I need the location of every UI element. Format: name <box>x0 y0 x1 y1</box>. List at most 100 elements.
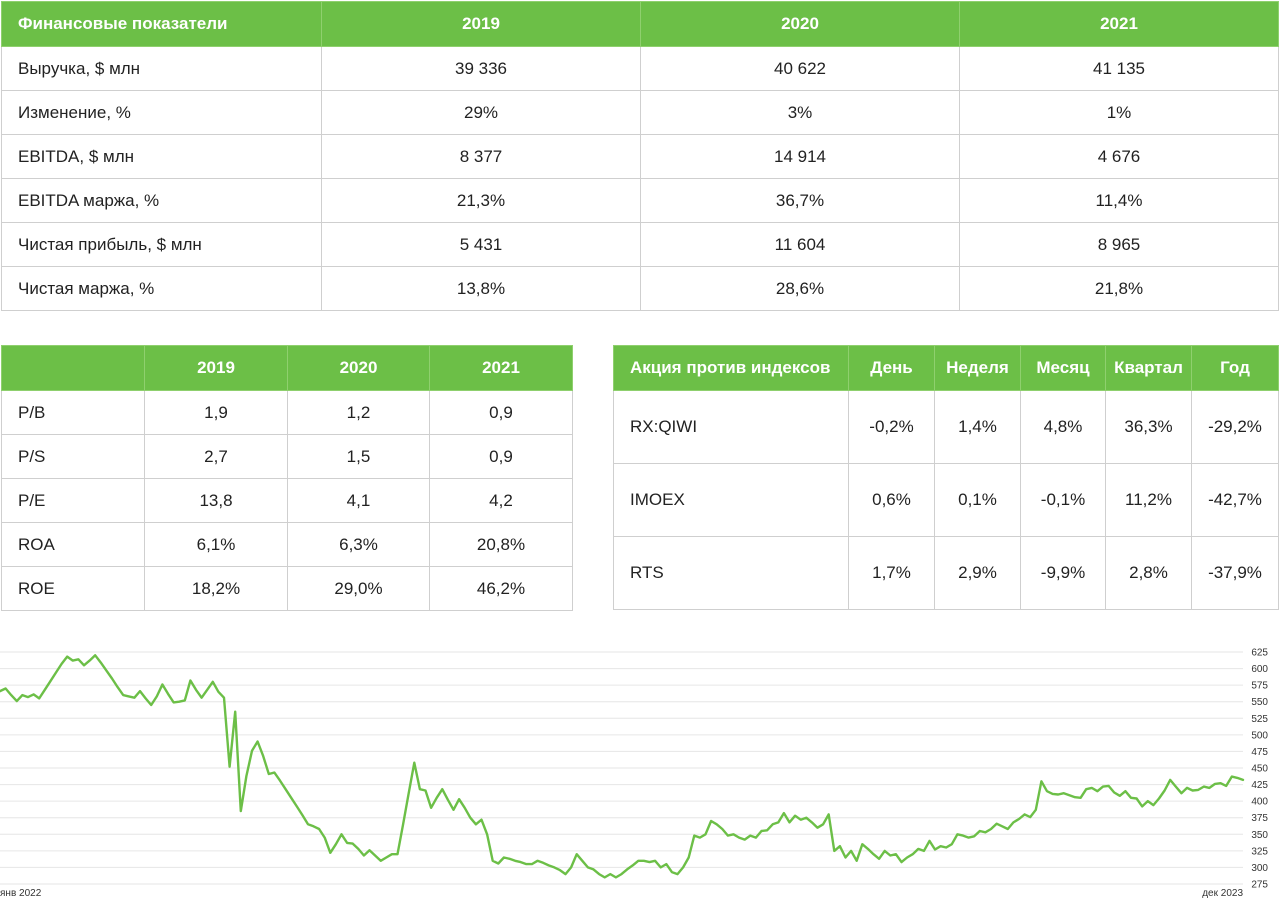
row-label: Изменение, % <box>1 90 322 135</box>
cell-value: -0,2% <box>848 390 935 464</box>
table-row: EBITDA, $ млн 8 377 14 914 4 676 <box>1 134 1279 179</box>
cell-value: 21,8% <box>959 266 1279 311</box>
y-tick-label: 475 <box>1251 747 1268 758</box>
multiples-table: 2019 2020 2021 P/B 1,9 1,2 0,9 P/S 2,7 1… <box>1 345 573 611</box>
financials-header-2019: 2019 <box>321 1 641 47</box>
row-label: IMOEX <box>613 463 849 537</box>
row-label: Чистая маржа, % <box>1 266 322 311</box>
cell-value: 6,3% <box>287 522 430 567</box>
cell-value: 8 377 <box>321 134 641 179</box>
y-tick-label: 425 <box>1251 780 1268 791</box>
cell-value: 3% <box>640 90 960 135</box>
cell-value: 0,1% <box>934 463 1021 537</box>
cell-value: 29,0% <box>287 566 430 611</box>
y-tick-label: 450 <box>1251 764 1268 775</box>
multiples-header-2019: 2019 <box>144 345 288 391</box>
indices-header-quarter: Квартал <box>1105 345 1192 391</box>
multiples-header-2021: 2021 <box>429 345 573 391</box>
y-tick-label: 625 <box>1251 648 1268 659</box>
table-row: EBITDA маржа, % 21,3% 36,7% 11,4% <box>1 178 1279 223</box>
cell-value: 0,9 <box>429 390 573 435</box>
cell-value: 4,2 <box>429 478 573 523</box>
cell-value: 6,1% <box>144 522 288 567</box>
cell-value: 20,8% <box>429 522 573 567</box>
cell-value: 1% <box>959 90 1279 135</box>
price-line-chart: 625 600 575 550 525 500 475 450 425 400 375 350 325 3… <box>0 648 1268 899</box>
y-tick-label: 325 <box>1251 846 1268 857</box>
cell-value: 4,1 <box>287 478 430 523</box>
cell-value: 36,3% <box>1105 390 1192 464</box>
cell-value: -0,1% <box>1020 463 1106 537</box>
cell-value: 41 135 <box>959 46 1279 91</box>
cell-value: 13,8% <box>321 266 641 311</box>
y-tick-label: 600 <box>1251 664 1268 675</box>
table-row: P/E 13,8 4,1 4,2 <box>1 478 573 523</box>
financials-header-2020: 2020 <box>640 1 960 47</box>
price-series-line <box>0 654 1245 879</box>
table-row: Чистая прибыль, $ млн 5 431 11 604 8 965 <box>1 222 1279 267</box>
row-label: EBITDA, $ млн <box>1 134 322 179</box>
y-tick-label: 525 <box>1251 714 1268 725</box>
multiples-header-2020: 2020 <box>287 345 430 391</box>
y-tick-label: 550 <box>1251 697 1268 708</box>
row-label: P/S <box>1 434 145 479</box>
multiples-header-blank <box>1 345 145 391</box>
cell-value: 11 604 <box>640 222 960 267</box>
table-row: P/B 1,9 1,2 0,9 <box>1 390 573 435</box>
cell-value: 14 914 <box>640 134 960 179</box>
row-label: RX:QIWI <box>613 390 849 464</box>
x-axis-start-label: янв 2022 <box>0 888 42 899</box>
row-label: EBITDA маржа, % <box>1 178 322 223</box>
row-label: P/E <box>1 478 145 523</box>
cell-value: 11,2% <box>1105 463 1192 537</box>
cell-value: 1,7% <box>848 536 935 610</box>
table-row: ROA 6,1% 6,3% 20,8% <box>1 522 573 567</box>
table-row: RX:QIWI -0,2% 1,4% 4,8% 36,3% -29,2% <box>613 390 1279 464</box>
indices-header-label: Акция против индексов <box>613 345 849 391</box>
cell-value: 11,4% <box>959 178 1279 223</box>
cell-value: 8 965 <box>959 222 1279 267</box>
table-row: Изменение, % 29% 3% 1% <box>1 90 1279 135</box>
indices-header-day: День <box>848 345 935 391</box>
financials-header-2021: 2021 <box>959 1 1279 47</box>
cell-value: 4,8% <box>1020 390 1106 464</box>
y-tick-label: 375 <box>1251 813 1268 824</box>
cell-value: 0,6% <box>848 463 935 537</box>
cell-value: 0,9 <box>429 434 573 479</box>
y-axis-ticks: 625 600 575 550 525 500 475 450 425 400 375 350 325 3… <box>1251 648 1268 891</box>
cell-value: 36,7% <box>640 178 960 223</box>
cell-value: 1,9 <box>144 390 288 435</box>
cell-value: 13,8 <box>144 478 288 523</box>
cell-value: 2,8% <box>1105 536 1192 610</box>
y-tick-label: 275 <box>1251 880 1268 891</box>
indices-header-year: Год <box>1191 345 1279 391</box>
table-row: IMOEX 0,6% 0,1% -0,1% 11,2% -42,7% <box>613 463 1279 537</box>
cell-value: 39 336 <box>321 46 641 91</box>
row-label: Чистая прибыль, $ млн <box>1 222 322 267</box>
cell-value: -37,9% <box>1191 536 1279 610</box>
cell-value: -9,9% <box>1020 536 1106 610</box>
y-tick-label: 575 <box>1251 681 1268 692</box>
cell-value: 40 622 <box>640 46 960 91</box>
table-row: P/S 2,7 1,5 0,9 <box>1 434 573 479</box>
cell-value: 18,2% <box>144 566 288 611</box>
cell-value: 4 676 <box>959 134 1279 179</box>
indices-table: Акция против индексов День Неделя Месяц … <box>613 345 1279 610</box>
table-row: RTS 1,7% 2,9% -9,9% 2,8% -37,9% <box>613 536 1279 610</box>
cell-value: -29,2% <box>1191 390 1279 464</box>
y-tick-label: 350 <box>1251 830 1268 841</box>
table-row: Выручка, $ млн 39 336 40 622 41 135 <box>1 46 1279 91</box>
row-label: ROE <box>1 566 145 611</box>
financials-header-label: Финансовые показатели <box>1 1 322 47</box>
indices-header-month: Месяц <box>1020 345 1106 391</box>
row-label: P/B <box>1 390 145 435</box>
x-axis-end-label: дек 2023 <box>1202 888 1243 899</box>
cell-value: 1,5 <box>287 434 430 479</box>
table-row: Чистая маржа, % 13,8% 28,6% 21,8% <box>1 266 1279 311</box>
indices-header-week: Неделя <box>934 345 1021 391</box>
cell-value: -42,7% <box>1191 463 1279 537</box>
cell-value: 21,3% <box>321 178 641 223</box>
cell-value: 28,6% <box>640 266 960 311</box>
cell-value: 5 431 <box>321 222 641 267</box>
cell-value: 46,2% <box>429 566 573 611</box>
